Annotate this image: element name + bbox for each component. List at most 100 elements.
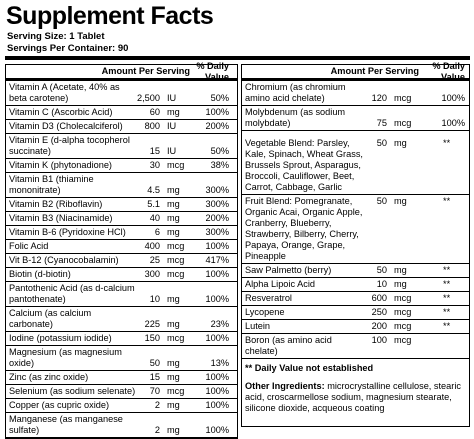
nutrient-name: Molybdenum (as sodium molybdate) — [245, 107, 346, 128]
nutrient-row: Alpha Lipoic Acid 10 mg ** — [242, 278, 469, 292]
amount: 600 — [371, 293, 387, 303]
nutrient-name: Saw Palmetto (berry) — [245, 265, 332, 275]
unit: mg — [167, 227, 180, 237]
amount: 10 — [149, 294, 160, 304]
unit: mg — [394, 138, 407, 148]
nutrient-row: Vitamin B3 (Niacinamide) 40 mg 200% — [6, 212, 237, 226]
nutrient-row: Lutein 200 mcg ** — [242, 320, 469, 334]
nutrient-name: Vitamin A (Acetate, 40% as beta carotene… — [9, 82, 120, 103]
other-text: microcrystalline cellulose, stearic acid… — [245, 381, 461, 413]
nutrient-row: Calcium (as calcium carbonate) 225 mg 23% — [6, 307, 237, 332]
nutrient-row: Selenium (as sodium selenate) 70 mcg 100% — [6, 385, 237, 399]
nutrient-row: Folic Acid 400 mcg 100% — [6, 240, 237, 254]
unit: IU — [167, 146, 177, 156]
nutrient-row: Biotin (d-biotin) 300 mcg 100% — [6, 268, 237, 282]
daily-value: 23% — [210, 319, 229, 329]
amount: 800 — [144, 121, 160, 131]
unit: mg — [167, 425, 180, 435]
amount: 2 — [154, 400, 160, 410]
daily-value: 300% — [205, 185, 230, 195]
table-header: Amount Per Serving % Daily Value — [6, 61, 237, 82]
amount: 50 — [376, 138, 387, 148]
unit: mg — [167, 213, 180, 223]
daily-value: 100% — [205, 269, 230, 279]
daily-value: ** — [443, 265, 451, 275]
nutrient-name: Lutein — [245, 321, 271, 331]
nutrient-row: Fruit Blend: Pomegranate, Organic Acai, … — [242, 195, 469, 264]
amount: 250 — [371, 307, 387, 317]
nutrient-name: Resveratrol — [245, 293, 292, 303]
amount-header: Amount Per Serving — [101, 66, 190, 76]
daily-value: 50% — [210, 93, 229, 103]
nutrient-name: Vitamin K (phytonadione) — [9, 160, 112, 170]
nutrient-name: Vegetable Blend: Parsley, Kale, Spinach,… — [245, 138, 363, 192]
amount: 100 — [371, 335, 387, 345]
nutrient-row: Boron (as amino acid chelate) 100 mcg — [242, 334, 469, 359]
title: Supplement Facts — [6, 2, 214, 30]
nutrient-name: Vitamin D3 (Cholecalciferol) — [9, 121, 123, 131]
unit: mg — [167, 400, 180, 410]
daily-value: 417% — [205, 255, 230, 265]
nutrient-name: Vit B-12 (Cyanocobalamin) — [9, 255, 119, 265]
daily-value: ** — [443, 279, 451, 289]
nutrient-row: Lycopene 250 mcg ** — [242, 306, 469, 320]
amount: 75 — [376, 118, 387, 128]
amount: 15 — [149, 146, 160, 156]
unit: mg — [167, 294, 180, 304]
left-panel: Amount Per Serving % Daily Value Vitamin A… — [5, 61, 238, 439]
nutrient-name: Selenium (as sodium selenate) — [9, 386, 136, 396]
amount: 40 — [149, 213, 160, 223]
daily-value: ** — [443, 293, 451, 303]
nutrient-name: Boron (as amino acid chelate) — [245, 335, 332, 356]
nutrient-name: Biotin (d-biotin) — [9, 269, 71, 279]
nutrient-name: Vitamin B1 (thiamine mononitrate) — [9, 174, 94, 195]
footnote: ** Daily Value not established — [245, 363, 374, 373]
unit: mcg — [394, 93, 412, 103]
other-label: Other Ingredients: — [245, 381, 325, 391]
daily-value: 100% — [205, 107, 230, 117]
amount: 120 — [371, 93, 387, 103]
nutrient-name: Pantothenic Acid (as d-calcium pantothen… — [9, 283, 135, 304]
nutrient-row: Vitamin A (Acetate, 40% as beta carotene… — [6, 81, 237, 106]
serving-size: Serving Size: 1 Tablet — [7, 31, 105, 42]
daily-value: ** — [443, 307, 451, 317]
nutrient-row: Vitamin K (phytonadione) 30 mcg 38% — [6, 159, 237, 173]
amount: 60 — [149, 107, 160, 117]
nutrient-row: Molybdenum (as sodium molybdate) 75 mcg 100… — [242, 106, 469, 131]
unit: mcg — [394, 307, 412, 317]
nutrient-name: Lycopene — [245, 307, 285, 317]
daily-value: 50% — [210, 146, 229, 156]
nutrient-row: Resveratrol 600 mcg ** — [242, 292, 469, 306]
amount: 10 — [376, 279, 387, 289]
dv-header: % Daily Value — [196, 60, 229, 82]
unit: mcg — [167, 160, 185, 170]
daily-value: 100% — [205, 425, 230, 435]
daily-value: 200% — [205, 121, 230, 131]
unit: mg — [394, 279, 407, 289]
nutrient-row: Manganese (as manganese sulfate) 2 mg 100% — [6, 413, 237, 438]
nutrient-row: Vit B-12 (Cyanocobalamin) 25 mcg 417% — [6, 254, 237, 268]
nutrient-name: Vitamin C (Ascorbic Acid) — [9, 107, 113, 117]
unit: IU — [167, 121, 177, 131]
unit: mcg — [394, 321, 412, 331]
daily-value: 300% — [205, 199, 230, 209]
servings-per-container: Servings Per Container: 90 — [7, 43, 129, 54]
daily-value: 100% — [205, 400, 230, 410]
nutrient-row: Vitamin E (d-alpha tocopherol succinate)… — [6, 134, 237, 159]
amount: 15 — [149, 372, 160, 382]
nutrient-row: Vegetable Blend: Parsley, Kale, Spinach,… — [242, 137, 469, 195]
unit: mcg — [167, 386, 185, 396]
unit: IU — [167, 93, 177, 103]
unit: mcg — [167, 269, 185, 279]
nutrient-row: Vitamin C (Ascorbic Acid) 60 mg 100% — [6, 106, 237, 120]
unit: mcg — [167, 255, 185, 265]
daily-value: 100% — [205, 372, 230, 382]
nutrient-name: Iodine (potassium iodide) — [9, 333, 112, 343]
right-panel: Amount Per Serving % Daily Value Chromium … — [241, 61, 470, 427]
daily-value: 38% — [210, 160, 229, 170]
amount: 200 — [371, 321, 387, 331]
daily-value: 100% — [205, 386, 230, 396]
nutrient-row: Zinc (as zinc oxide) 15 mg 100% — [6, 371, 237, 385]
unit: mg — [167, 372, 180, 382]
